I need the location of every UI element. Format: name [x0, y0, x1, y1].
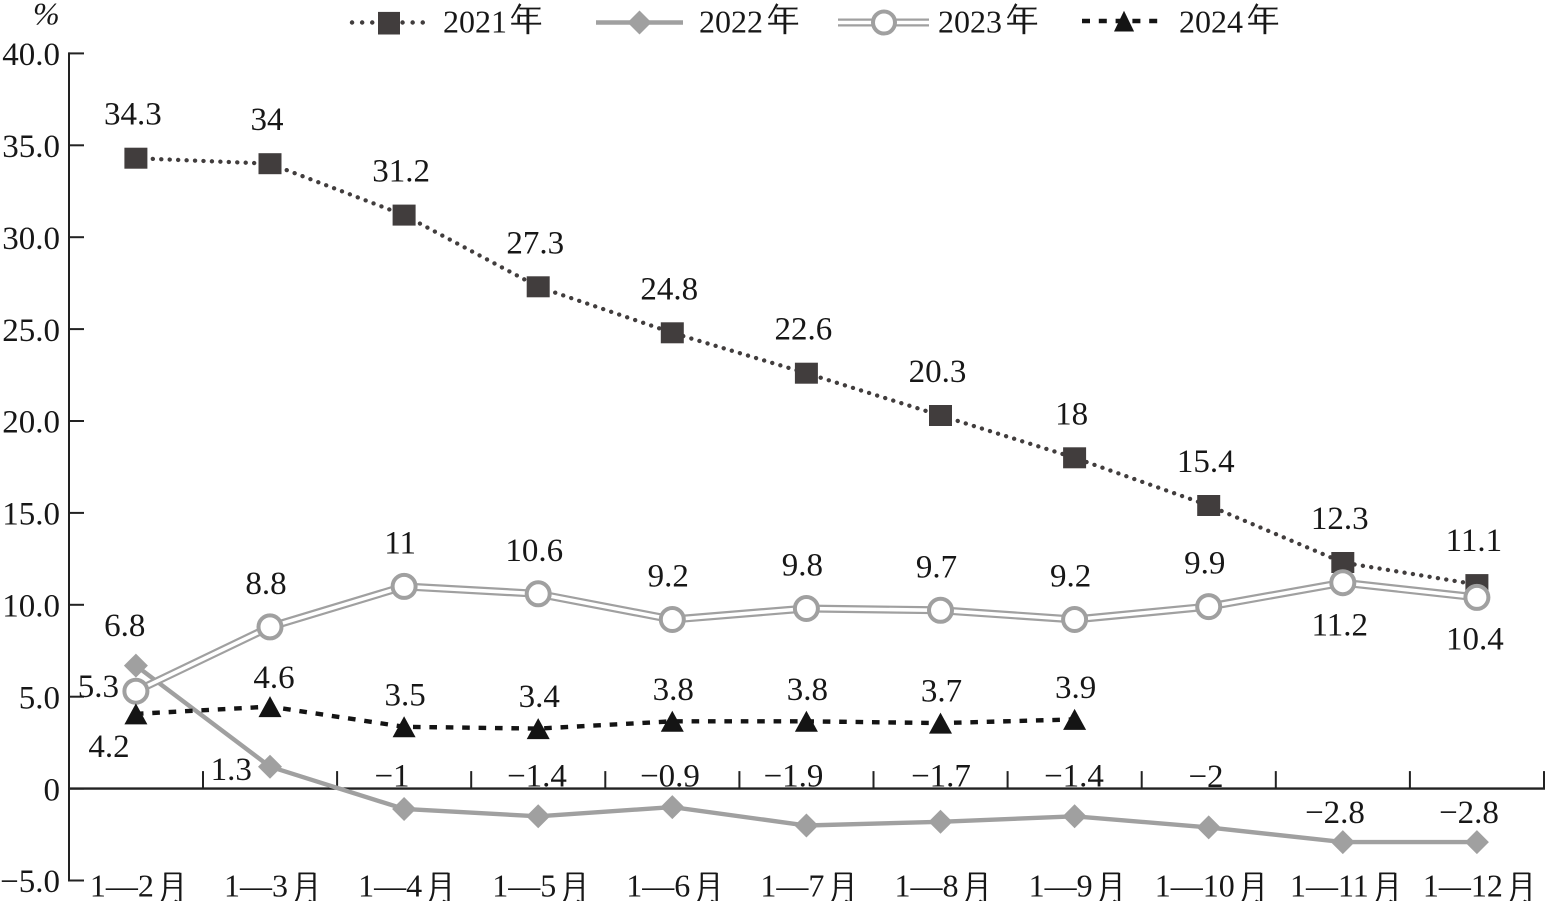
svg-text:−2.8: −2.8: [1305, 795, 1365, 831]
svg-text:−1.7: −1.7: [911, 759, 971, 795]
svg-text:34: 34: [251, 102, 284, 138]
svg-text:4.2: 4.2: [88, 729, 129, 765]
svg-text:25.0: 25.0: [2, 313, 60, 349]
svg-text:−1.4: −1.4: [507, 759, 567, 795]
svg-text:1—6: 1—6: [626, 868, 690, 901]
svg-text:20.3: 20.3: [909, 354, 967, 390]
svg-text:9.7: 9.7: [916, 549, 957, 585]
svg-text:30.0: 30.0: [2, 221, 60, 257]
svg-text:2022: 2022: [699, 4, 763, 40]
svg-text:2021: 2021: [443, 4, 507, 40]
svg-text:18: 18: [1055, 396, 1088, 432]
svg-text:34.3: 34.3: [104, 97, 162, 133]
svg-text:12.3: 12.3: [1311, 501, 1369, 537]
svg-text:%: %: [33, 0, 60, 32]
svg-text:40.0: 40.0: [2, 37, 60, 73]
svg-text:1—8: 1—8: [895, 868, 959, 901]
svg-text:11.2: 11.2: [1312, 608, 1369, 644]
svg-text:2023: 2023: [938, 4, 1002, 40]
svg-text:6.8: 6.8: [104, 608, 145, 644]
svg-text:10.6: 10.6: [505, 533, 563, 569]
svg-text:−0.9: −0.9: [640, 759, 700, 795]
svg-text:9.2: 9.2: [648, 559, 689, 595]
svg-text:4.6: 4.6: [253, 660, 294, 696]
svg-text:5.3: 5.3: [78, 669, 119, 705]
svg-text:1—3: 1—3: [224, 868, 288, 901]
svg-text:1.3: 1.3: [211, 752, 252, 788]
svg-text:1—10: 1—10: [1155, 868, 1235, 901]
svg-text:15.4: 15.4: [1177, 444, 1235, 480]
svg-text:5.0: 5.0: [19, 680, 60, 716]
svg-text:0: 0: [44, 772, 61, 808]
svg-text:8.8: 8.8: [245, 566, 286, 602]
svg-text:10.0: 10.0: [2, 589, 60, 625]
svg-text:10.4: 10.4: [1446, 621, 1504, 657]
svg-text:1—7: 1—7: [760, 868, 824, 901]
svg-text:20.0: 20.0: [2, 405, 60, 441]
svg-text:−2: −2: [1188, 759, 1223, 795]
svg-text:3.8: 3.8: [653, 672, 694, 708]
svg-text:−1: −1: [374, 759, 409, 795]
svg-text:−2.8: −2.8: [1439, 795, 1499, 831]
svg-text:1—9: 1—9: [1029, 868, 1093, 901]
svg-text:3.4: 3.4: [519, 679, 560, 715]
svg-text:1—2: 1—2: [90, 868, 154, 901]
svg-text:31.2: 31.2: [372, 154, 430, 190]
svg-text:22.6: 22.6: [775, 312, 833, 348]
svg-text:2024: 2024: [1179, 4, 1243, 40]
svg-text:3.9: 3.9: [1055, 670, 1096, 706]
svg-text:9.9: 9.9: [1184, 546, 1225, 582]
svg-text:−1.4: −1.4: [1044, 759, 1104, 795]
svg-text:35.0: 35.0: [2, 129, 60, 165]
svg-text:24.8: 24.8: [640, 271, 698, 307]
svg-text:3.5: 3.5: [384, 677, 425, 713]
svg-text:15.0: 15.0: [2, 497, 60, 533]
svg-text:1—5: 1—5: [492, 868, 556, 901]
svg-text:1—11: 1—11: [1290, 868, 1369, 901]
svg-text:3.8: 3.8: [787, 672, 828, 708]
svg-text:3.7: 3.7: [921, 674, 962, 710]
svg-text:1—12: 1—12: [1423, 868, 1503, 901]
svg-text:−1.9: −1.9: [764, 759, 824, 795]
svg-text:9.8: 9.8: [782, 548, 823, 584]
svg-text:−5.0: −5.0: [0, 864, 60, 900]
svg-text:9.2: 9.2: [1050, 559, 1091, 595]
svg-text:11.1: 11.1: [1446, 523, 1503, 559]
svg-text:11: 11: [384, 525, 416, 561]
svg-text:1—4: 1—4: [358, 868, 422, 901]
svg-text:27.3: 27.3: [506, 225, 564, 261]
